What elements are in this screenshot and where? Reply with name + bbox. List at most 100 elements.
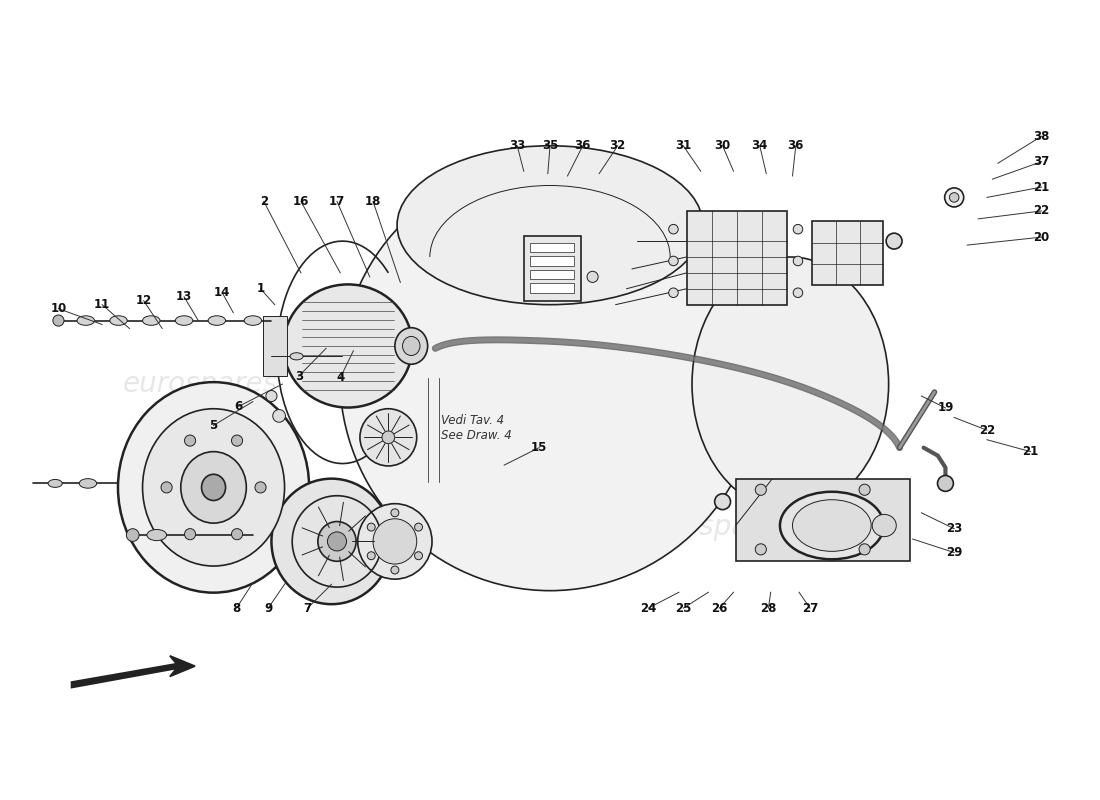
Circle shape: [328, 532, 346, 551]
Circle shape: [756, 544, 767, 555]
Circle shape: [273, 410, 286, 422]
Ellipse shape: [318, 522, 356, 562]
Text: 19: 19: [937, 402, 954, 414]
Text: 31: 31: [675, 139, 692, 152]
Ellipse shape: [397, 146, 703, 305]
Text: 22: 22: [979, 424, 996, 437]
Ellipse shape: [244, 316, 262, 326]
Ellipse shape: [118, 382, 309, 593]
Text: 6: 6: [234, 400, 243, 413]
Polygon shape: [736, 479, 911, 562]
Text: 14: 14: [214, 286, 231, 299]
Ellipse shape: [373, 518, 417, 564]
Bar: [812, 222, 883, 285]
Circle shape: [185, 435, 196, 446]
Bar: [530, 256, 574, 266]
Ellipse shape: [201, 474, 225, 501]
Text: 21: 21: [1023, 445, 1038, 458]
Circle shape: [126, 529, 139, 542]
Text: eurospares: eurospares: [123, 370, 278, 398]
Circle shape: [367, 552, 375, 560]
Ellipse shape: [79, 478, 97, 488]
Ellipse shape: [143, 316, 160, 326]
Text: 10: 10: [51, 302, 67, 315]
Text: 25: 25: [675, 602, 692, 614]
Circle shape: [415, 552, 422, 560]
Text: 18: 18: [365, 195, 382, 208]
Ellipse shape: [872, 514, 896, 537]
Ellipse shape: [792, 500, 871, 551]
Text: 5: 5: [209, 419, 218, 432]
Circle shape: [415, 523, 422, 531]
Circle shape: [367, 523, 375, 531]
Text: 16: 16: [293, 195, 309, 208]
Text: Vedi Tav. 4
See Draw. 4: Vedi Tav. 4 See Draw. 4: [441, 414, 512, 442]
Circle shape: [266, 390, 277, 402]
Ellipse shape: [395, 328, 428, 364]
Circle shape: [390, 509, 399, 517]
Text: 22: 22: [1033, 205, 1049, 218]
Circle shape: [669, 256, 679, 266]
Text: 9: 9: [264, 602, 273, 614]
Bar: [686, 211, 786, 305]
Text: 28: 28: [760, 602, 777, 614]
Text: 11: 11: [94, 298, 110, 311]
Circle shape: [945, 188, 964, 207]
Circle shape: [859, 544, 870, 555]
Circle shape: [669, 225, 679, 234]
Ellipse shape: [175, 316, 192, 326]
Text: 26: 26: [711, 602, 727, 614]
Text: 23: 23: [946, 522, 962, 535]
Ellipse shape: [272, 478, 392, 604]
Ellipse shape: [180, 452, 246, 523]
Text: eurospares: eurospares: [123, 513, 278, 541]
Circle shape: [756, 484, 767, 495]
Ellipse shape: [147, 530, 166, 541]
Text: 36: 36: [788, 139, 804, 152]
Ellipse shape: [360, 409, 417, 466]
Ellipse shape: [110, 316, 128, 326]
Text: 33: 33: [509, 139, 526, 152]
Text: 17: 17: [329, 195, 345, 208]
Circle shape: [949, 193, 959, 202]
Text: 29: 29: [946, 546, 962, 559]
Text: 13: 13: [176, 290, 192, 303]
Circle shape: [382, 431, 395, 444]
Circle shape: [161, 482, 172, 493]
Text: 3: 3: [295, 370, 302, 382]
Text: 38: 38: [1033, 130, 1049, 142]
Text: 1: 1: [256, 282, 265, 295]
Circle shape: [793, 225, 803, 234]
Ellipse shape: [692, 257, 889, 511]
Text: 36: 36: [574, 139, 591, 152]
Ellipse shape: [77, 316, 95, 326]
Text: 20: 20: [1033, 230, 1049, 244]
Circle shape: [53, 315, 64, 326]
Bar: [524, 235, 581, 301]
Circle shape: [255, 482, 266, 493]
Ellipse shape: [48, 479, 63, 487]
Circle shape: [185, 529, 196, 540]
Text: 7: 7: [304, 602, 311, 614]
Text: 21: 21: [1033, 181, 1049, 194]
Circle shape: [887, 233, 902, 249]
Circle shape: [390, 566, 399, 574]
Text: 37: 37: [1033, 155, 1049, 168]
Bar: [530, 283, 574, 293]
Bar: [263, 316, 287, 376]
Text: 30: 30: [715, 139, 730, 152]
Text: 8: 8: [232, 602, 241, 614]
Circle shape: [859, 484, 870, 495]
Ellipse shape: [403, 337, 420, 355]
Text: 32: 32: [609, 139, 626, 152]
Circle shape: [587, 271, 598, 282]
Ellipse shape: [143, 409, 285, 566]
Circle shape: [715, 494, 730, 510]
Ellipse shape: [284, 285, 412, 407]
Text: 35: 35: [542, 139, 558, 152]
Ellipse shape: [780, 492, 883, 559]
Ellipse shape: [208, 316, 226, 326]
Circle shape: [231, 529, 243, 540]
Circle shape: [669, 288, 679, 298]
Text: 34: 34: [751, 139, 768, 152]
